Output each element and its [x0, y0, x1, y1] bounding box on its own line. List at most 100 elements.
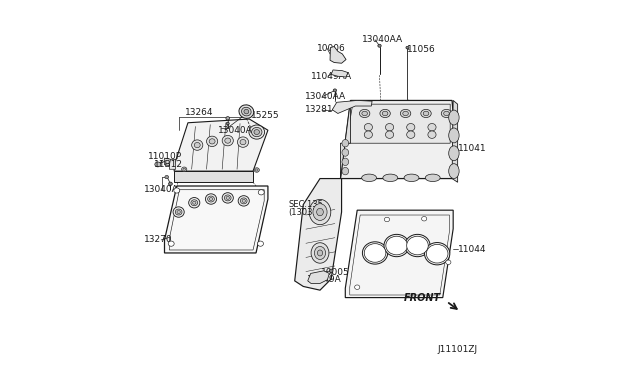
- Text: 10006: 10006: [317, 44, 346, 53]
- Ellipse shape: [222, 135, 234, 146]
- Ellipse shape: [385, 124, 394, 131]
- Ellipse shape: [364, 131, 372, 138]
- Ellipse shape: [428, 131, 436, 138]
- Text: 13040A: 13040A: [144, 185, 179, 194]
- Ellipse shape: [313, 204, 327, 220]
- Ellipse shape: [333, 89, 337, 92]
- Ellipse shape: [385, 131, 394, 138]
- Ellipse shape: [406, 131, 415, 138]
- Ellipse shape: [155, 162, 161, 167]
- Ellipse shape: [173, 207, 184, 217]
- Ellipse shape: [257, 241, 264, 246]
- Ellipse shape: [445, 260, 451, 264]
- Ellipse shape: [360, 109, 370, 118]
- Text: 11049A: 11049A: [307, 275, 342, 284]
- Ellipse shape: [449, 146, 459, 161]
- Ellipse shape: [254, 130, 260, 135]
- Ellipse shape: [355, 285, 360, 289]
- Polygon shape: [346, 210, 453, 298]
- Ellipse shape: [191, 140, 203, 150]
- Ellipse shape: [239, 105, 253, 118]
- Ellipse shape: [386, 236, 408, 255]
- Ellipse shape: [449, 164, 459, 179]
- Ellipse shape: [182, 167, 187, 171]
- Ellipse shape: [384, 234, 410, 257]
- Ellipse shape: [209, 139, 215, 144]
- Ellipse shape: [422, 217, 427, 221]
- Text: 13040AA: 13040AA: [305, 92, 346, 101]
- Text: 11041: 11041: [458, 144, 486, 153]
- Ellipse shape: [174, 188, 180, 193]
- Text: 13264: 13264: [185, 108, 213, 117]
- Polygon shape: [452, 100, 458, 182]
- Ellipse shape: [225, 138, 231, 143]
- Ellipse shape: [425, 174, 440, 182]
- Polygon shape: [164, 158, 170, 166]
- Ellipse shape: [309, 199, 331, 225]
- Polygon shape: [164, 186, 268, 253]
- Ellipse shape: [244, 109, 249, 114]
- Ellipse shape: [403, 111, 408, 116]
- Ellipse shape: [405, 234, 430, 257]
- Ellipse shape: [255, 169, 258, 171]
- Ellipse shape: [449, 110, 459, 125]
- Text: 13040A: 13040A: [218, 126, 252, 135]
- Ellipse shape: [259, 190, 264, 195]
- Polygon shape: [294, 179, 342, 290]
- Text: (13035): (13035): [289, 208, 321, 217]
- Text: 15255: 15255: [251, 111, 280, 120]
- Text: FRONT: FRONT: [404, 293, 441, 302]
- Ellipse shape: [406, 124, 415, 131]
- Ellipse shape: [444, 111, 449, 116]
- Text: 11049AA: 11049AA: [310, 72, 352, 81]
- Ellipse shape: [227, 122, 229, 125]
- Ellipse shape: [449, 128, 459, 143]
- Text: 11056: 11056: [408, 45, 436, 54]
- Polygon shape: [340, 100, 351, 179]
- Ellipse shape: [252, 127, 262, 137]
- Ellipse shape: [342, 149, 349, 156]
- Polygon shape: [174, 119, 268, 171]
- Polygon shape: [346, 104, 450, 143]
- Ellipse shape: [406, 236, 428, 255]
- Ellipse shape: [226, 196, 229, 199]
- Ellipse shape: [424, 243, 450, 265]
- Ellipse shape: [362, 111, 367, 116]
- Ellipse shape: [383, 174, 397, 182]
- Ellipse shape: [317, 250, 323, 256]
- Ellipse shape: [193, 201, 196, 204]
- Ellipse shape: [364, 244, 386, 262]
- Ellipse shape: [189, 198, 200, 208]
- Ellipse shape: [404, 174, 419, 182]
- Ellipse shape: [191, 200, 198, 206]
- Ellipse shape: [362, 242, 388, 264]
- Ellipse shape: [242, 199, 245, 202]
- Ellipse shape: [175, 209, 182, 215]
- Ellipse shape: [177, 211, 180, 214]
- Ellipse shape: [207, 136, 218, 147]
- Ellipse shape: [249, 125, 264, 139]
- Polygon shape: [308, 271, 330, 283]
- Ellipse shape: [342, 167, 349, 175]
- Ellipse shape: [428, 124, 436, 131]
- Text: 11010P: 11010P: [148, 153, 182, 161]
- Ellipse shape: [330, 269, 333, 272]
- Text: 11B12: 11B12: [154, 160, 182, 169]
- Ellipse shape: [207, 196, 214, 202]
- Ellipse shape: [225, 195, 231, 201]
- Ellipse shape: [421, 109, 431, 118]
- Ellipse shape: [342, 140, 349, 147]
- Ellipse shape: [423, 111, 429, 116]
- Ellipse shape: [222, 193, 234, 203]
- Polygon shape: [331, 70, 348, 77]
- Text: 11044: 11044: [458, 245, 486, 254]
- Ellipse shape: [382, 111, 388, 116]
- Ellipse shape: [406, 46, 409, 49]
- Ellipse shape: [183, 168, 186, 170]
- Polygon shape: [330, 46, 346, 63]
- Ellipse shape: [441, 109, 452, 118]
- Polygon shape: [170, 159, 175, 169]
- Ellipse shape: [254, 168, 259, 172]
- Ellipse shape: [241, 107, 251, 116]
- Ellipse shape: [380, 109, 390, 118]
